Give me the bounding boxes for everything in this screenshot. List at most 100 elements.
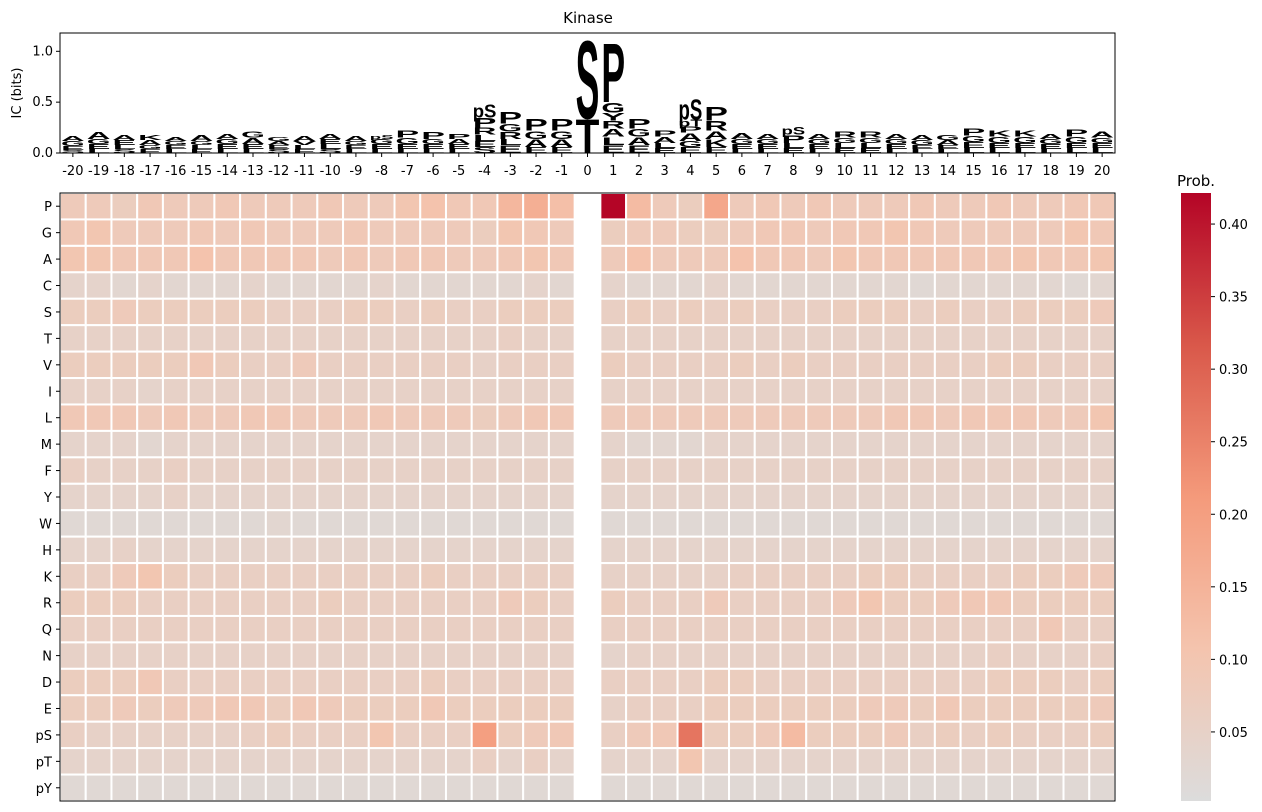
- heatmap-cell: [599, 429, 628, 459]
- heatmap-cell: [856, 350, 885, 380]
- logo-letter: L: [473, 134, 497, 143]
- heatmap-cell: [444, 535, 473, 565]
- heatmap-cell: [342, 324, 370, 353]
- heatmap-cell: [264, 297, 293, 327]
- heatmap-cell: [264, 747, 293, 776]
- heatmap-cell: [213, 509, 242, 538]
- heatmap-cell: [830, 271, 859, 300]
- heatmap-cell: [702, 350, 731, 380]
- heatmap-cell: [933, 535, 962, 565]
- heatmap-cell: [239, 667, 267, 697]
- heatmap-cell: [779, 482, 808, 512]
- logo-letter: A: [190, 134, 214, 143]
- heatmap-cell: [1062, 271, 1091, 300]
- heatmap-cell: [316, 377, 345, 406]
- heatmap-cell: [728, 720, 756, 750]
- heatmap-cell: [908, 218, 936, 247]
- heatmap-cell: [264, 535, 293, 565]
- logo-letter: P: [1065, 129, 1089, 140]
- heatmap-cell: [264, 271, 293, 300]
- heatmap-cell: [290, 456, 319, 485]
- heatmap-cell: [933, 218, 962, 247]
- heatmap-cell: [547, 720, 576, 750]
- heatmap-cell: [728, 641, 756, 670]
- heatmap-cell: [830, 535, 859, 565]
- heatmap-cell: [239, 641, 267, 670]
- logo-letter: S: [473, 146, 497, 155]
- heatmap-cell: [444, 324, 473, 353]
- logo-letter: L: [601, 135, 625, 148]
- heatmap-cell: [470, 614, 499, 644]
- heatmap-cell: [264, 694, 293, 723]
- colorbar-tick-label: 0.35: [1219, 291, 1248, 306]
- heatmap-cell: [1036, 403, 1065, 432]
- heatmap-cell: [547, 324, 576, 353]
- heatmap-cell: [702, 614, 731, 644]
- heatmap-cell: [650, 588, 679, 617]
- heatmap-cell: [1088, 429, 1117, 459]
- heatmap-cell: [959, 562, 988, 591]
- heatmap-cell: [187, 456, 216, 485]
- heatmap-cell: [522, 218, 550, 247]
- heatmap-cell: [753, 324, 782, 353]
- heatmap-cell: [650, 377, 679, 406]
- heatmap-cell: [676, 747, 705, 776]
- heatmap-cell: [496, 747, 525, 776]
- heatmap-cell: [470, 535, 499, 565]
- heatmap-cell: [470, 297, 499, 327]
- heatmap-cell: [1088, 271, 1117, 300]
- heatmap-cell: [1036, 482, 1065, 512]
- heatmap-cell: [882, 403, 911, 432]
- heatmap-cell: [316, 509, 345, 538]
- heatmap-cell: [316, 297, 345, 327]
- heatmap-cell: [187, 218, 216, 247]
- heatmap-cell: [599, 562, 628, 591]
- heatmap-cell: [547, 614, 576, 644]
- heatmap-cell: [1062, 192, 1091, 221]
- heatmap-cell: [110, 350, 139, 380]
- row-label: A: [43, 253, 52, 268]
- logo-letter: G: [215, 138, 239, 146]
- heatmap-cell: [342, 244, 370, 274]
- logo-letter: G: [807, 138, 831, 146]
- x-tick-label: -2: [530, 164, 543, 179]
- heatmap-cell: [805, 747, 833, 776]
- heatmap-cell: [444, 773, 473, 803]
- heatmap-cell: [1088, 509, 1117, 538]
- heatmap-cell: [1088, 614, 1117, 644]
- heatmap-cell: [1088, 773, 1117, 803]
- heatmap-cell: [779, 694, 808, 723]
- heatmap-cell: [187, 429, 216, 459]
- heatmap-cell: [779, 747, 808, 776]
- heatmap-cell: [393, 192, 422, 221]
- heatmap-cell: [856, 482, 885, 512]
- logo-letter: A: [756, 133, 780, 141]
- heatmap-cell: [882, 271, 911, 300]
- logo-letter: K: [987, 130, 1011, 139]
- heatmap-cell: [264, 218, 293, 247]
- heatmap-cell: [470, 456, 499, 485]
- heatmap-cell: [702, 192, 731, 221]
- colorbar-tick-label: 0.10: [1219, 653, 1248, 668]
- heatmap-cell: [856, 218, 885, 247]
- heatmap-cell: [239, 747, 267, 776]
- heatmap-cell: [856, 535, 885, 565]
- x-tick-label: 6: [738, 164, 746, 179]
- heatmap-cell: [625, 720, 653, 750]
- logo-letter: L: [730, 148, 754, 154]
- heatmap-cell: [625, 456, 653, 485]
- heatmap-cell: [264, 614, 293, 644]
- heatmap-cell: [213, 667, 242, 697]
- heatmap-cell: [882, 509, 911, 538]
- heatmap-cell: [239, 297, 267, 327]
- x-tick-label: -20: [62, 164, 83, 179]
- logo-letter: G: [884, 138, 908, 146]
- heatmap-cell: [547, 271, 576, 300]
- heatmap-cell: [959, 482, 988, 512]
- heatmap-cell: [753, 482, 782, 512]
- x-tick-label: 16: [991, 164, 1008, 179]
- heatmap-cell: [856, 720, 885, 750]
- heatmap-cell: [676, 509, 705, 538]
- heatmap-cell: [213, 773, 242, 803]
- heatmap-cell: [1062, 350, 1091, 380]
